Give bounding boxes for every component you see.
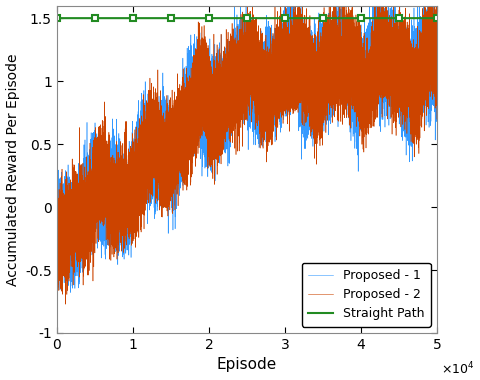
Legend: Proposed - 1, Proposed - 2, Straight Path: Proposed - 1, Proposed - 2, Straight Pat… (302, 263, 431, 327)
Proposed - 2 (283, 36, 289, 41)
Straight Path (434, 16, 440, 21)
Proposed - 1 (283, 67, 289, 72)
Text: $\times10^4$: $\times10^4$ (441, 361, 475, 377)
Proposed - 2 (260, 47, 266, 51)
Proposed - 1 (200, 108, 205, 113)
Straight Path (80, 16, 85, 21)
Proposed - 1 (145, 163, 151, 168)
Proposed - 2 (145, 117, 151, 122)
Proposed - 2 (62, 302, 68, 307)
Straight Path (145, 16, 151, 21)
Proposed - 2 (336, 103, 342, 108)
Proposed - 2 (54, 212, 60, 216)
Proposed - 1 (68, 290, 73, 295)
Proposed - 1 (54, 212, 60, 216)
Straight Path (336, 16, 342, 21)
Proposed - 2 (434, 47, 440, 52)
Proposed - 1 (336, 60, 342, 64)
Line: Proposed - 1: Proposed - 1 (57, 0, 437, 293)
Straight Path (54, 16, 60, 21)
Proposed - 1 (434, 58, 440, 63)
Proposed - 1 (80, 204, 85, 209)
Proposed - 2 (200, 92, 205, 97)
Straight Path (200, 16, 205, 21)
X-axis label: Episode: Episode (217, 358, 277, 372)
Proposed - 1 (260, 73, 266, 78)
Straight Path (283, 16, 289, 21)
Y-axis label: Accumulated Reward Per Episode: Accumulated Reward Per Episode (6, 53, 20, 285)
Line: Proposed - 2: Proposed - 2 (57, 0, 437, 304)
Straight Path (260, 16, 266, 21)
Proposed - 2 (80, 197, 85, 201)
